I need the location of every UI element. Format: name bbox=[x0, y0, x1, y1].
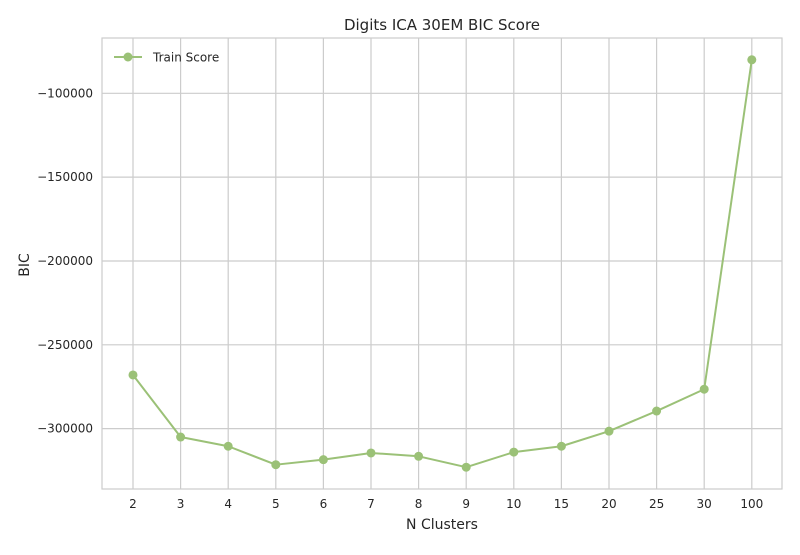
data-point bbox=[128, 370, 138, 380]
legend-dot-marker bbox=[123, 52, 133, 62]
series-layer bbox=[128, 55, 757, 472]
data-point bbox=[509, 447, 519, 457]
series-line bbox=[132, 59, 753, 469]
data-point bbox=[366, 448, 376, 458]
grid-layer bbox=[102, 38, 782, 489]
plot-frame bbox=[101, 37, 783, 490]
data-point bbox=[176, 432, 186, 442]
x-axis-label: N Clusters bbox=[406, 517, 478, 533]
x-tick-label: 25 bbox=[649, 497, 664, 511]
data-point bbox=[556, 441, 566, 451]
x-tick-label: 100 bbox=[740, 497, 763, 511]
chart-title: Digits ICA 30EM BIC Score bbox=[344, 16, 540, 34]
data-point bbox=[318, 455, 328, 465]
x-tick-label: 30 bbox=[697, 497, 712, 511]
x-tick-label: 9 bbox=[462, 497, 470, 511]
data-point bbox=[699, 384, 709, 394]
legend: Train Score bbox=[114, 51, 219, 65]
x-tick-label: 4 bbox=[224, 497, 232, 511]
data-point bbox=[747, 55, 757, 65]
y-tick-label: −200000 bbox=[37, 254, 93, 268]
x-tick-label: 20 bbox=[601, 497, 616, 511]
x-tick-labels: 2 3 4 5 6 7 8 9 10 15 20 25 30 100 bbox=[129, 497, 763, 511]
x-tick-label: 5 bbox=[272, 497, 280, 511]
data-point bbox=[604, 426, 614, 436]
x-tick-label: 7 bbox=[367, 497, 375, 511]
legend-label: Train Score bbox=[152, 51, 219, 65]
y-tick-label: −300000 bbox=[37, 422, 93, 436]
y-tick-label: −250000 bbox=[37, 338, 93, 352]
y-tick-labels: −300000 −250000 −200000 −150000 −100000 bbox=[37, 86, 93, 435]
y-axis-label: BIC bbox=[17, 253, 33, 277]
x-tick-label: 6 bbox=[320, 497, 328, 511]
y-tick-label: −150000 bbox=[37, 170, 93, 184]
data-point bbox=[223, 441, 233, 451]
x-tick-label: 15 bbox=[554, 497, 569, 511]
x-tick-label: 10 bbox=[506, 497, 521, 511]
data-point bbox=[652, 406, 662, 416]
x-tick-label: 2 bbox=[129, 497, 137, 511]
data-point bbox=[461, 462, 471, 472]
y-tick-label: −100000 bbox=[37, 86, 93, 100]
data-point bbox=[414, 451, 424, 461]
data-point bbox=[271, 460, 281, 470]
x-tick-label: 8 bbox=[415, 497, 423, 511]
x-tick-label: 3 bbox=[177, 497, 185, 511]
